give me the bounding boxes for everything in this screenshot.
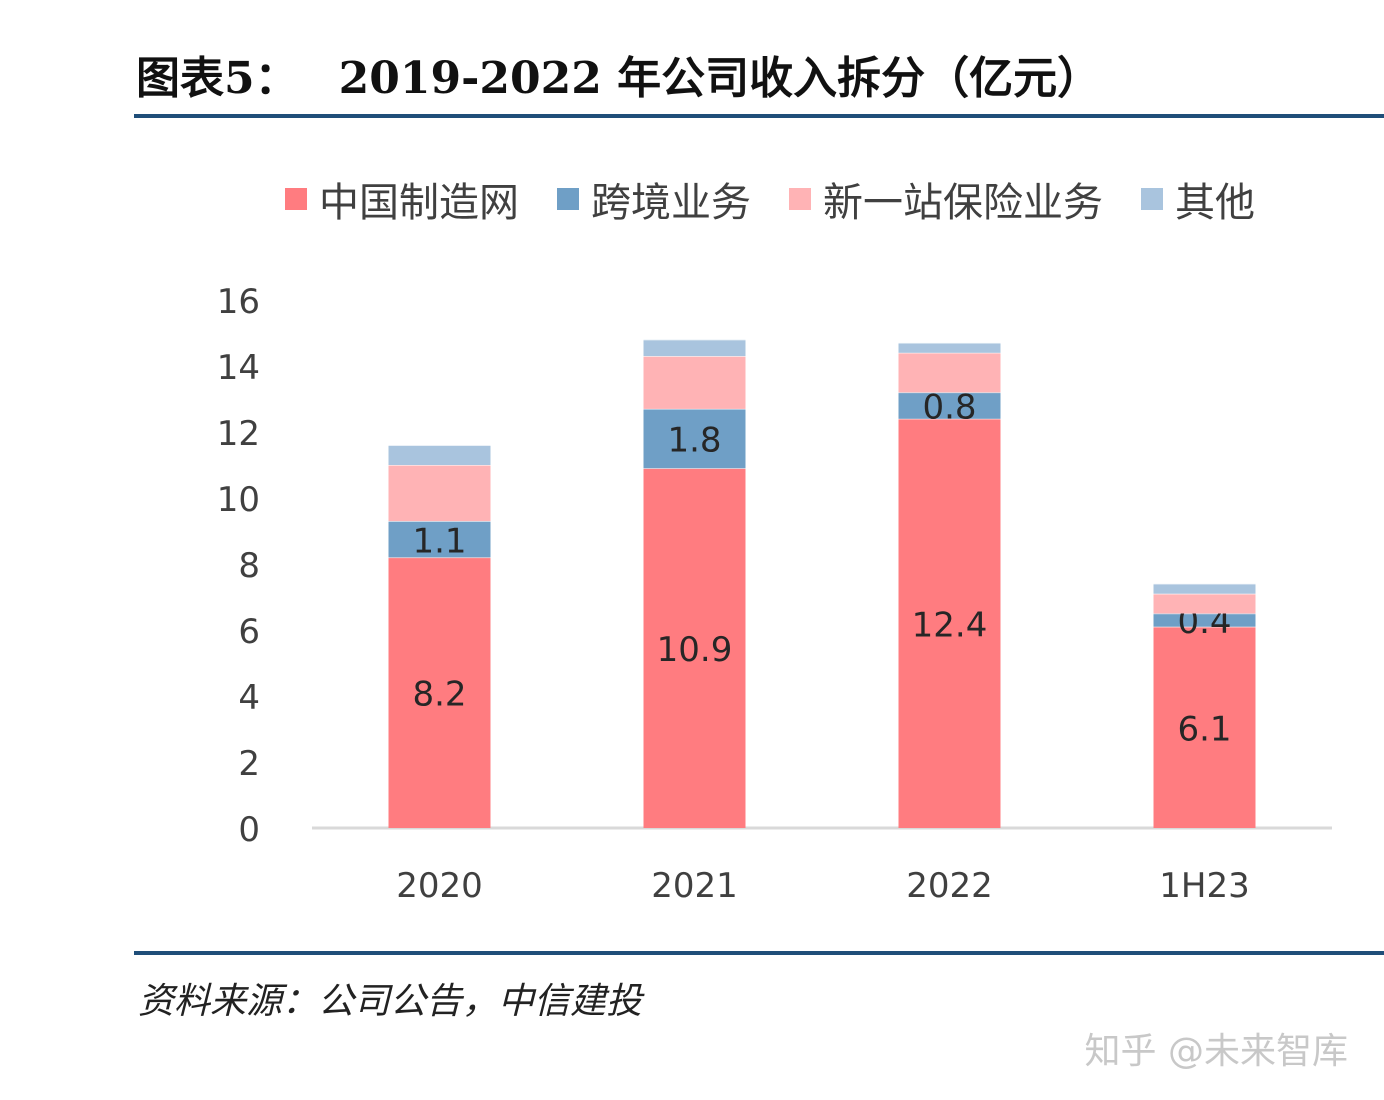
title-rule [134, 114, 1384, 118]
bar-segment [1153, 593, 1256, 614]
y-tick-label: 14 [217, 348, 260, 388]
legend-label: 新一站保险业务 [823, 180, 1103, 226]
legend-item-insurance: 新一站保险业务 [789, 170, 1103, 228]
data-label: 10.9 [657, 630, 733, 670]
y-tick-label: 10 [217, 480, 260, 520]
y-tick-label: 16 [217, 282, 260, 322]
data-label: 8.2 [412, 675, 466, 715]
bar-segment [388, 557, 491, 828]
chart-legend: 中国制造网 跨境业务 新一站保险业务 其他 [285, 174, 1293, 226]
legend-item-china-manufacturing: 中国制造网 [285, 170, 519, 228]
bar-segment [388, 465, 491, 522]
y-tick-label: 8 [238, 546, 260, 586]
bar-segment [388, 521, 491, 558]
y-tick-label: 4 [238, 678, 260, 718]
bar-segment [1153, 583, 1256, 594]
bar-segment [898, 342, 1001, 353]
bar-segment [643, 339, 746, 357]
source-note: 资料来源：公司公告，中信建投 [138, 981, 643, 1022]
figure-title: 图表5： 2019-2022 年公司收入拆分（亿元） [136, 42, 1101, 106]
watermark: 知乎 @未来智库 [1084, 1031, 1348, 1072]
legend-item-other: 其他 [1141, 170, 1255, 228]
data-label: 6.1 [1177, 709, 1231, 749]
legend-label: 跨境业务 [591, 180, 751, 226]
bar-segment [1153, 613, 1256, 627]
y-tick-label: 2 [238, 744, 260, 784]
bar-segment [388, 445, 491, 465]
y-tick-label: 12 [217, 414, 260, 454]
data-label: 1.1 [412, 521, 466, 561]
y-tick-label: 0 [238, 810, 260, 850]
legend-swatch [1141, 188, 1163, 210]
x-tick-label: 2020 [396, 866, 483, 906]
x-tick-label: 1H23 [1159, 866, 1249, 906]
legend-swatch [789, 188, 811, 210]
legend-label: 其他 [1175, 180, 1255, 226]
bar-segment [898, 418, 1001, 828]
bar-segment [898, 392, 1001, 419]
bar-segment [643, 468, 746, 828]
bar-segment [643, 408, 746, 469]
legend-swatch [285, 188, 307, 210]
figure-title-text: 2019-2022 年公司收入拆分（亿元） [338, 53, 1102, 104]
source-rule [134, 951, 1384, 955]
bar-segment [643, 356, 746, 409]
x-tick-label: 2022 [906, 866, 993, 906]
data-label: 12.4 [912, 605, 988, 645]
legend-swatch [557, 188, 579, 210]
legend-item-cross-border: 跨境业务 [557, 170, 751, 228]
data-label: 1.8 [667, 421, 721, 461]
y-tick-label: 6 [238, 612, 260, 652]
x-tick-label: 2021 [651, 866, 738, 906]
bar-segment [898, 352, 1001, 393]
figure-number: 图表5： [136, 53, 299, 104]
legend-label: 中国制造网 [319, 180, 519, 226]
data-label: 0.8 [922, 388, 976, 428]
bar-segment [1153, 626, 1256, 828]
